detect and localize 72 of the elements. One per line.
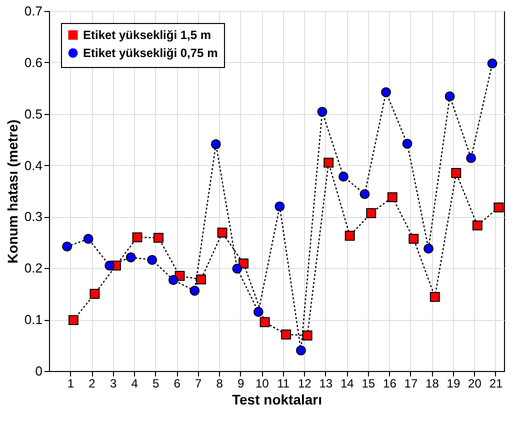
point <box>90 288 100 299</box>
point <box>302 330 312 340</box>
y-tick-label: 0.4 <box>24 158 42 173</box>
y-tick-label: 0.7 <box>24 4 42 18</box>
point <box>253 306 264 317</box>
x-tick-label: 21 <box>489 376 503 390</box>
point <box>104 260 115 271</box>
x-tick-label: 19 <box>446 376 460 390</box>
point <box>408 234 419 244</box>
point <box>132 232 142 242</box>
point <box>260 317 270 328</box>
legend-label: Etiket yüksekliği 0,75 m <box>83 46 218 60</box>
point <box>494 202 504 212</box>
point <box>444 91 455 102</box>
point <box>232 264 242 274</box>
point <box>168 275 178 285</box>
x-tick-label: 18 <box>426 376 440 390</box>
y-axis-title: Konum hatası (metre) <box>4 120 20 264</box>
point <box>68 315 78 326</box>
point <box>430 292 440 302</box>
x-tick-label: 1 <box>67 376 74 390</box>
y-tick-label: 0.5 <box>24 106 42 122</box>
x-tick-label: 11 <box>277 376 290 390</box>
point <box>317 106 328 117</box>
x-axis-title: Test noktaları <box>232 392 322 408</box>
point <box>338 172 348 182</box>
y-tick-label: 0.1 <box>24 312 42 328</box>
point <box>154 232 164 243</box>
point <box>402 138 412 149</box>
x-tick-label: 4 <box>131 376 138 390</box>
point <box>217 228 228 238</box>
point <box>196 274 206 284</box>
point <box>147 254 158 265</box>
point <box>210 139 221 150</box>
x-tick-label: 8 <box>216 376 224 390</box>
point <box>487 58 498 68</box>
point <box>281 330 292 340</box>
x-tick-label: 2 <box>88 376 96 390</box>
x-tick-label: 7 <box>194 376 202 390</box>
y-tick-label: 0.2 <box>24 260 42 276</box>
point <box>466 153 476 164</box>
point <box>424 244 434 254</box>
x-tick-label: 13 <box>319 376 333 390</box>
point <box>274 201 285 212</box>
point <box>344 230 355 241</box>
point <box>387 192 398 202</box>
point <box>62 242 72 252</box>
x-tick-label: 16 <box>383 376 397 390</box>
x-tick-label: 6 <box>174 376 181 390</box>
point <box>451 168 462 178</box>
y-tick-label: 0.3 <box>24 209 42 224</box>
x-tick-label: 3 <box>110 376 117 390</box>
x-tick-label: 10 <box>255 376 270 390</box>
y-tick-label: 0 <box>35 364 42 378</box>
x-tick-label: 14 <box>340 376 354 390</box>
point <box>83 234 94 244</box>
legend-label: Etiket yüksekliği 1,5 m <box>83 28 212 42</box>
x-tick-label: 5 <box>152 376 160 390</box>
point <box>126 252 136 262</box>
y-tick-label: 0.6 <box>24 54 42 70</box>
x-tick-label: 17 <box>404 376 418 390</box>
point <box>366 208 376 218</box>
point <box>190 286 200 296</box>
x-tick-label: 9 <box>238 376 245 390</box>
x-tick-label: 20 <box>468 376 482 390</box>
x-tick-label: 15 <box>362 376 376 390</box>
point <box>324 158 334 168</box>
point <box>381 87 391 98</box>
point <box>296 345 306 356</box>
point <box>360 189 370 200</box>
point <box>472 220 482 230</box>
x-tick-label: 12 <box>298 376 312 390</box>
